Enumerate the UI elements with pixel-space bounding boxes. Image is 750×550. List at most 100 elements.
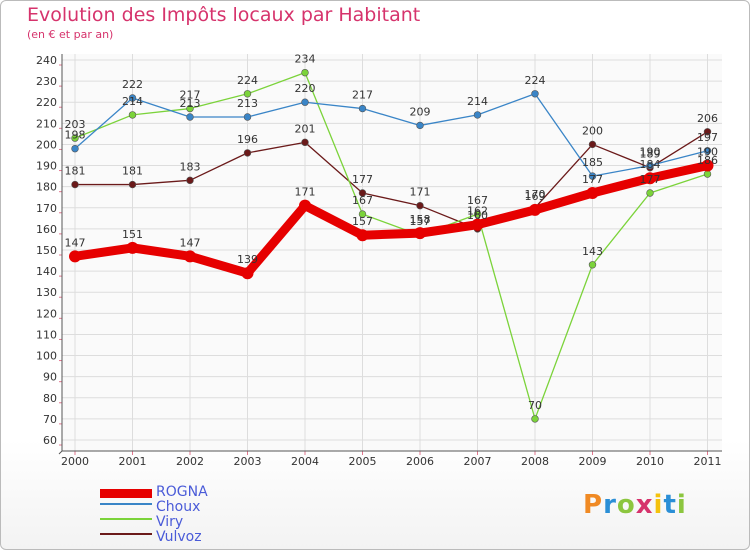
y-tick-label: 170 bbox=[36, 202, 57, 215]
data-label-vulvoz: 181 bbox=[122, 165, 143, 178]
data-point-vulvoz bbox=[416, 201, 424, 210]
data-point-viry bbox=[186, 104, 194, 113]
data-label-choux: 224 bbox=[525, 74, 546, 87]
data-label-choux: 222 bbox=[122, 78, 143, 91]
data-point-vulvoz bbox=[301, 138, 309, 147]
legend-label: Vulvoz bbox=[156, 529, 202, 545]
data-label-rogna: 147 bbox=[65, 236, 86, 249]
data-label-vulvoz: 160 bbox=[467, 209, 488, 222]
data-label-viry: 186 bbox=[697, 154, 718, 167]
data-label-choux: 213 bbox=[237, 97, 258, 110]
x-tick-label: 2011 bbox=[694, 455, 722, 468]
legend-swatch bbox=[100, 503, 152, 505]
data-point-rogna bbox=[69, 250, 81, 263]
y-tick-label: 70 bbox=[43, 413, 57, 426]
x-tick-label: 2009 bbox=[579, 455, 607, 468]
data-point-choux bbox=[531, 90, 539, 98]
data-label-rogna: 158 bbox=[410, 213, 431, 226]
data-label-choux: 220 bbox=[295, 82, 316, 95]
y-tick-label: 60 bbox=[43, 434, 57, 447]
data-label-viry: 167 bbox=[352, 194, 373, 207]
y-tick-label: 240 bbox=[36, 54, 57, 67]
y-tick-label: 130 bbox=[36, 286, 57, 299]
data-point-rogna bbox=[126, 241, 139, 254]
data-label-rogna: 139 bbox=[237, 253, 258, 266]
data-label-vulvoz: 200 bbox=[582, 124, 603, 137]
data-label-vulvoz: 201 bbox=[295, 122, 316, 135]
data-label-choux: 190 bbox=[640, 146, 661, 159]
x-tick-label: 2005 bbox=[349, 455, 377, 468]
data-label-choux: 213 bbox=[180, 97, 201, 110]
data-point-choux bbox=[416, 121, 424, 130]
data-point-viry bbox=[531, 415, 539, 423]
legend-swatch bbox=[100, 533, 152, 535]
data-point-choux bbox=[128, 94, 137, 102]
data-label-viry: 203 bbox=[65, 118, 86, 131]
x-tick-label: 2003 bbox=[234, 455, 262, 468]
data-label-rogna: 157 bbox=[352, 215, 373, 228]
legend-item-rogna: ROGNA bbox=[100, 484, 300, 501]
data-point-vulvoz bbox=[71, 180, 79, 189]
y-tick-label: 140 bbox=[36, 265, 57, 278]
legend-label: Choux bbox=[156, 499, 201, 515]
data-label-vulvoz: 177 bbox=[352, 173, 373, 186]
data-label-vulvoz: 196 bbox=[237, 133, 258, 146]
data-label-rogna: 162 bbox=[467, 205, 488, 218]
data-label-viry: 217 bbox=[180, 89, 201, 102]
y-tick-label: 220 bbox=[36, 96, 57, 109]
data-label-vulvoz: 206 bbox=[697, 112, 718, 125]
data-point-choux bbox=[301, 98, 309, 106]
data-label-vulvoz: 181 bbox=[65, 165, 86, 178]
data-point-viry bbox=[301, 68, 309, 77]
data-point-vulvoz bbox=[358, 189, 367, 197]
data-point-rogna bbox=[529, 203, 541, 216]
x-tick-label: 2001 bbox=[119, 455, 147, 468]
y-tick-label: 110 bbox=[36, 328, 57, 341]
data-label-vulvoz: 170 bbox=[525, 188, 546, 201]
axis-corner bbox=[58, 450, 63, 455]
series-line-vulvoz bbox=[74, 131, 709, 230]
data-point-vulvoz bbox=[243, 149, 252, 157]
data-point-choux bbox=[646, 161, 654, 170]
data-point-vulvoz bbox=[703, 128, 712, 136]
data-point-rogna bbox=[644, 172, 656, 185]
data-point-choux bbox=[703, 147, 712, 155]
y-tick-label: 90 bbox=[43, 371, 57, 384]
data-point-choux bbox=[588, 172, 597, 180]
data-label-rogna: 151 bbox=[122, 228, 143, 241]
data-point-choux bbox=[243, 113, 252, 121]
y-tick-label: 230 bbox=[36, 75, 57, 88]
data-label-viry: 177 bbox=[640, 173, 661, 186]
x-tick-label: 2000 bbox=[61, 455, 89, 468]
data-point-rogna bbox=[471, 218, 484, 231]
data-label-viry: 167 bbox=[467, 194, 488, 207]
data-point-choux bbox=[358, 104, 367, 113]
data-label-choux: 214 bbox=[467, 95, 488, 108]
y-tick-label: 200 bbox=[36, 138, 57, 151]
data-label-viry: 214 bbox=[122, 95, 143, 108]
data-point-rogna bbox=[356, 229, 369, 242]
legend-swatch bbox=[100, 489, 152, 498]
legend-item-choux: Choux bbox=[100, 499, 300, 516]
data-point-vulvoz bbox=[186, 176, 194, 185]
data-label-choux: 217 bbox=[352, 89, 373, 102]
data-point-rogna bbox=[414, 227, 426, 240]
data-label-viry: 234 bbox=[295, 53, 316, 66]
data-label-viry: 157 bbox=[410, 215, 431, 228]
legend: ROGNA Choux Viry Vulvoz bbox=[100, 484, 300, 546]
series-line-viry bbox=[74, 72, 709, 420]
data-label-rogna: 184 bbox=[640, 158, 661, 171]
chart-subtitle: (en € et par an) bbox=[27, 28, 114, 41]
y-tick-label: 100 bbox=[36, 350, 57, 363]
y-tick-label: 210 bbox=[36, 117, 57, 130]
data-label-rogna: 171 bbox=[295, 186, 316, 199]
data-point-viry bbox=[71, 134, 79, 142]
y-tick-label: 180 bbox=[36, 181, 57, 194]
data-label-viry: 224 bbox=[237, 74, 258, 87]
data-label-vulvoz: 183 bbox=[180, 160, 201, 173]
data-label-vulvoz: 189 bbox=[640, 148, 661, 161]
y-tick-label: 120 bbox=[36, 307, 57, 320]
legend-label: Viry bbox=[156, 514, 184, 530]
x-tick-label: 2006 bbox=[406, 455, 434, 468]
